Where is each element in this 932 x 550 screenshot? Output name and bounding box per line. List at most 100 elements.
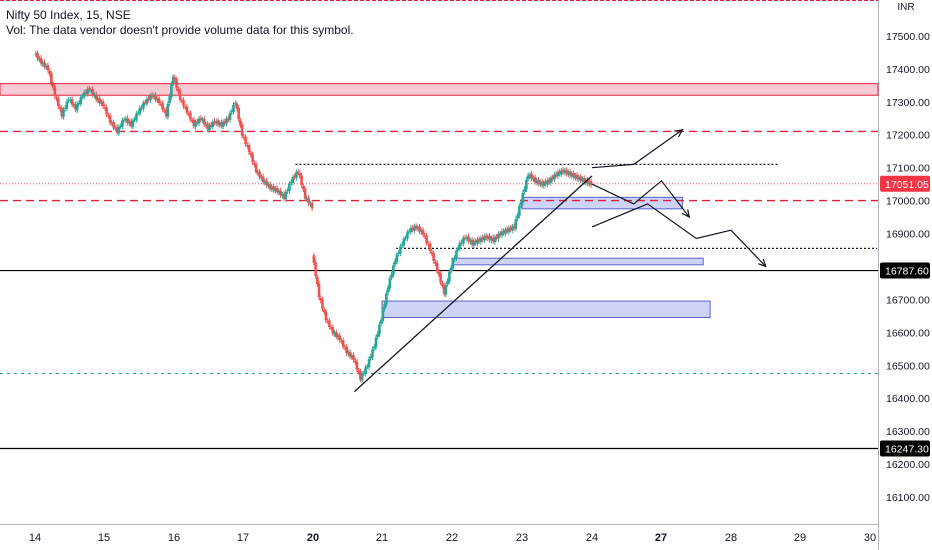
candle-body <box>220 122 223 127</box>
candle-body <box>70 99 74 105</box>
candle-body <box>138 108 142 114</box>
candle-body <box>34 53 38 55</box>
candle-body <box>75 103 79 111</box>
candle-body <box>281 194 284 196</box>
candle-body <box>589 181 593 185</box>
candle-body <box>303 188 307 199</box>
candle-body <box>312 255 316 263</box>
candle-body <box>296 171 300 173</box>
candle-body <box>404 238 407 240</box>
candle-body <box>458 243 462 249</box>
candle-body <box>115 126 119 133</box>
candle-body <box>128 122 131 124</box>
candle-body <box>289 182 293 184</box>
candle-body <box>175 79 178 89</box>
candle-body <box>152 95 156 98</box>
candle-body <box>414 225 418 229</box>
candle-body <box>233 102 237 104</box>
candle-body <box>409 228 413 233</box>
candle-body <box>563 170 567 173</box>
candle-body <box>586 179 589 184</box>
candle-body <box>86 89 89 94</box>
candle-body <box>421 229 425 235</box>
candle-body <box>72 104 76 106</box>
candle-body <box>244 136 247 145</box>
y-tick-label: 16900.00 <box>886 229 930 241</box>
candle-body <box>360 373 364 381</box>
candle-body <box>521 192 525 203</box>
candle-body <box>136 112 140 114</box>
candle-body <box>202 118 206 125</box>
candle-body <box>143 102 147 104</box>
candle-body <box>277 191 281 193</box>
level-price-tag-2-bg <box>880 440 930 457</box>
candle-body <box>388 278 392 289</box>
candle-body <box>214 121 218 124</box>
y-tick-label: 17000.00 <box>886 196 930 208</box>
candle-body <box>100 102 103 104</box>
level-price-tag-1-text: 16787.60 <box>885 266 929 278</box>
x-tick-label: 21 <box>376 532 388 544</box>
candle-body <box>343 347 347 349</box>
candle-body <box>465 237 469 239</box>
price-scale-unit[interactable]: INR <box>894 2 918 13</box>
candle-body <box>462 238 465 244</box>
candle-body <box>110 122 114 124</box>
candle-body <box>353 360 357 363</box>
candle-body <box>516 214 519 219</box>
candle-body <box>581 178 584 182</box>
candle-body <box>39 57 43 64</box>
y-tick-label: 16100.00 <box>886 492 930 504</box>
candle-body <box>355 361 359 370</box>
candle-body <box>483 236 486 241</box>
candle-body <box>119 126 122 128</box>
candle-body <box>407 231 411 233</box>
candle-body <box>352 355 355 360</box>
candle-body <box>399 246 402 254</box>
candle-body <box>455 250 458 259</box>
y-tick-label: 17100.00 <box>886 163 930 175</box>
candle-body <box>300 175 303 186</box>
candle-body <box>400 244 404 246</box>
candle-body <box>470 239 474 245</box>
candle-body <box>326 321 329 323</box>
candle-body <box>554 173 558 176</box>
candle-body <box>91 89 95 95</box>
x-tick-label: 23 <box>516 532 528 544</box>
candle-body <box>359 371 362 380</box>
candle-body <box>456 247 460 250</box>
candle-body <box>350 355 354 358</box>
candle-body <box>357 370 361 373</box>
candle-body <box>484 235 488 239</box>
candle-body <box>307 197 310 204</box>
candle-body <box>235 103 239 109</box>
candle-body <box>232 104 235 113</box>
candle-body <box>437 271 441 275</box>
zone-box-1 <box>0 83 879 96</box>
candle-body <box>286 190 289 192</box>
candle-body <box>378 324 381 335</box>
x-tick-label: 16 <box>168 532 180 544</box>
candle-body <box>227 117 230 120</box>
candle-body <box>140 107 143 109</box>
candle-body <box>366 366 369 368</box>
candle-body <box>121 120 124 127</box>
last-price-tag-bg <box>880 175 930 192</box>
candle-body <box>279 190 282 196</box>
candle-body <box>126 117 129 123</box>
candle-body <box>36 52 39 59</box>
candle-body <box>518 206 521 216</box>
candle-body <box>469 240 472 243</box>
candle-body <box>185 106 189 113</box>
candle-body <box>432 252 435 262</box>
x-tick-label: 29 <box>794 532 806 544</box>
candle-body <box>284 192 288 200</box>
candle-body <box>51 84 55 88</box>
candle-body <box>574 175 577 178</box>
candle-body <box>82 92 86 98</box>
candle-body <box>540 181 544 186</box>
candle-body <box>495 236 498 239</box>
candle-body <box>218 122 222 126</box>
